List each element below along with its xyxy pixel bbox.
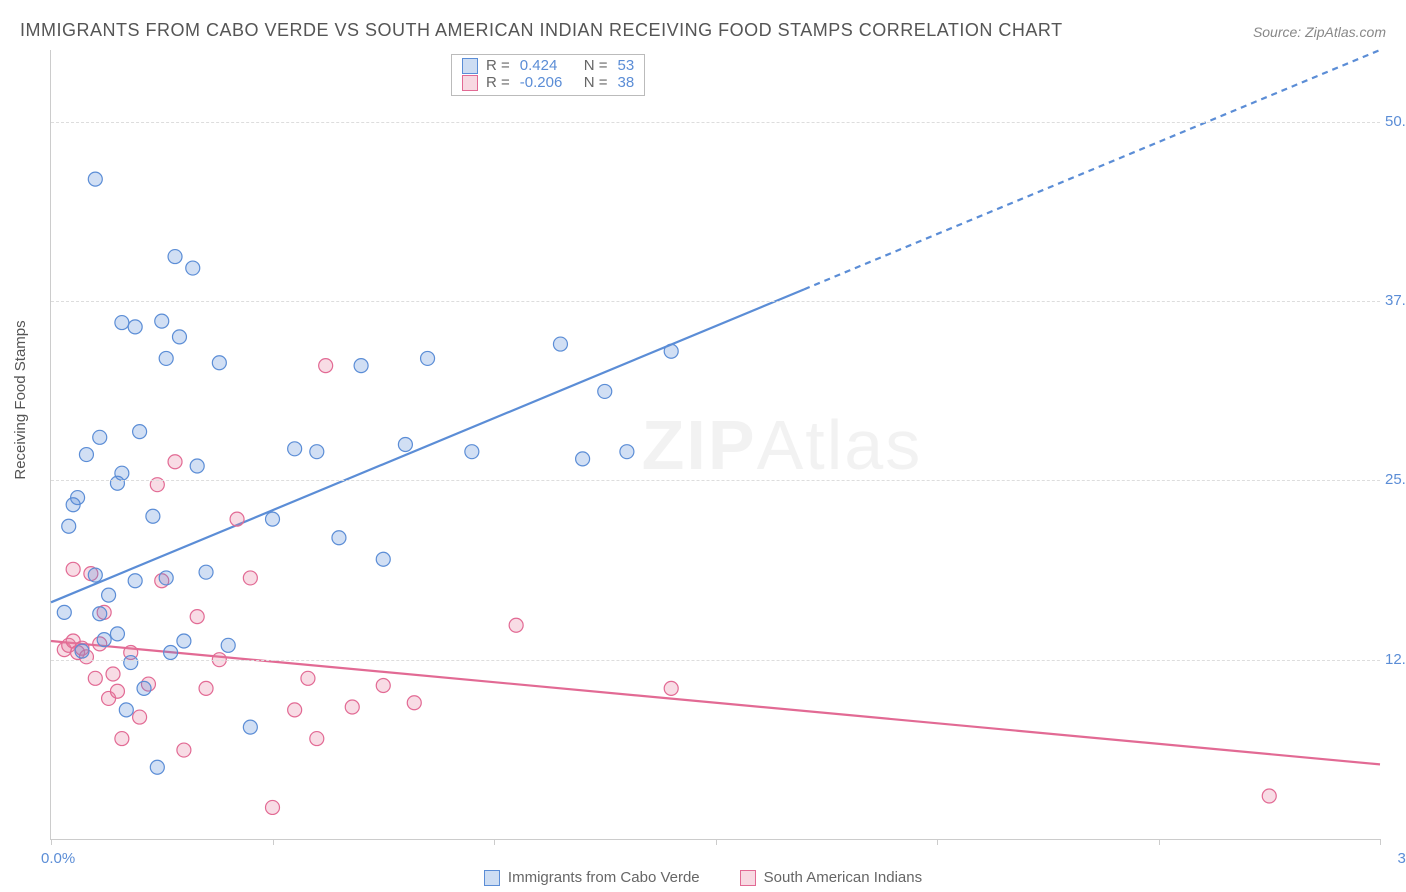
gridline-h xyxy=(51,660,1380,661)
gridline-h xyxy=(51,480,1380,481)
series-legend: Immigrants from Cabo Verde South America… xyxy=(0,869,1406,886)
chart-plot-area: ZIPAtlas R = 0.424 N = 53 R = -0.206 N =… xyxy=(50,50,1380,840)
y-tick-label: 50.0% xyxy=(1385,113,1406,130)
legend-swatch-b xyxy=(740,870,756,886)
source-attribution: Source: ZipAtlas.com xyxy=(1253,24,1386,40)
scatter-svg xyxy=(51,50,1380,839)
x-axis-max-label: 30.0% xyxy=(1397,850,1406,867)
y-axis-label: Receiving Food Stamps xyxy=(12,320,29,479)
legend-label-b: South American Indians xyxy=(764,869,922,886)
chart-title: IMMIGRANTS FROM CABO VERDE VS SOUTH AMER… xyxy=(20,20,1063,41)
legend-item-b: South American Indians xyxy=(740,869,922,886)
x-tick xyxy=(716,839,717,845)
y-tick-label: 25.0% xyxy=(1385,471,1406,488)
gridline-h xyxy=(51,122,1380,123)
x-axis-min-label: 0.0% xyxy=(41,850,75,867)
x-tick xyxy=(1159,839,1160,845)
x-tick xyxy=(51,839,52,845)
x-tick xyxy=(937,839,938,845)
y-tick-label: 37.5% xyxy=(1385,292,1406,309)
x-tick xyxy=(494,839,495,845)
x-tick xyxy=(273,839,274,845)
legend-item-a: Immigrants from Cabo Verde xyxy=(484,869,700,886)
gridline-h xyxy=(51,301,1380,302)
y-tick-label: 12.5% xyxy=(1385,651,1406,668)
legend-swatch-a xyxy=(484,870,500,886)
legend-label-a: Immigrants from Cabo Verde xyxy=(508,869,700,886)
x-tick xyxy=(1380,839,1381,845)
